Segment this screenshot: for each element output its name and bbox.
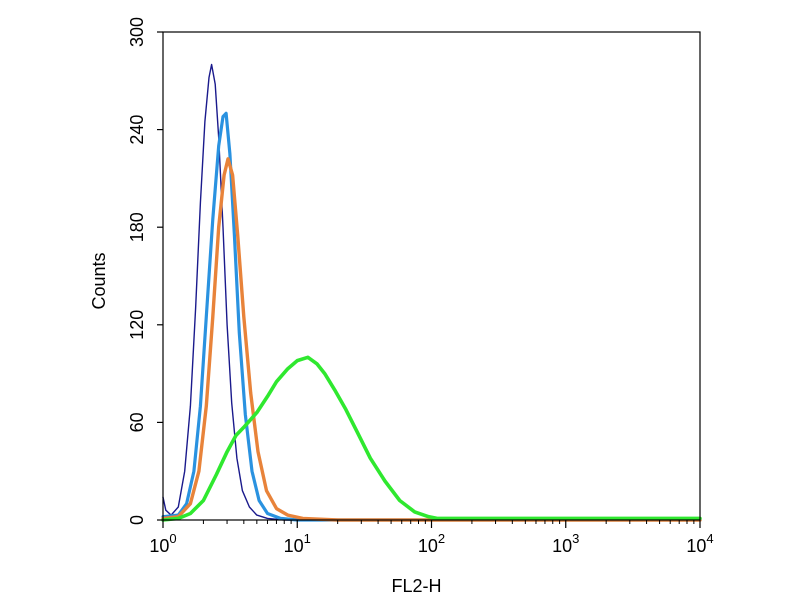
y-tick-label: 180 — [127, 212, 147, 242]
y-axis-title: Counts — [89, 252, 109, 309]
y-tick-label: 0 — [127, 515, 147, 525]
histogram-series-line-4 — [161, 355, 702, 522]
x-tick-label: 100 — [149, 531, 176, 556]
plot-frame — [162, 31, 701, 521]
y-tick-label: 60 — [127, 412, 147, 432]
y-tick-label: 120 — [127, 310, 147, 340]
x-tick-label: 102 — [418, 531, 445, 556]
y-tick-label: 300 — [127, 17, 147, 47]
histogram-series-line-3 — [161, 157, 702, 522]
axis-layer: 0 60 120 180 240 300 100 101 102 103 104 — [127, 17, 714, 556]
series-layer — [161, 63, 702, 522]
x-tick-label: 103 — [552, 531, 579, 556]
x-tick-label: 101 — [284, 531, 311, 556]
histogram-series-line-2 — [161, 111, 702, 522]
y-tick-label: 240 — [127, 115, 147, 145]
histogram-series-line-1 — [162, 63, 701, 521]
x-axis-title: FL2-H — [391, 576, 441, 596]
x-tick-label: 104 — [686, 531, 713, 556]
